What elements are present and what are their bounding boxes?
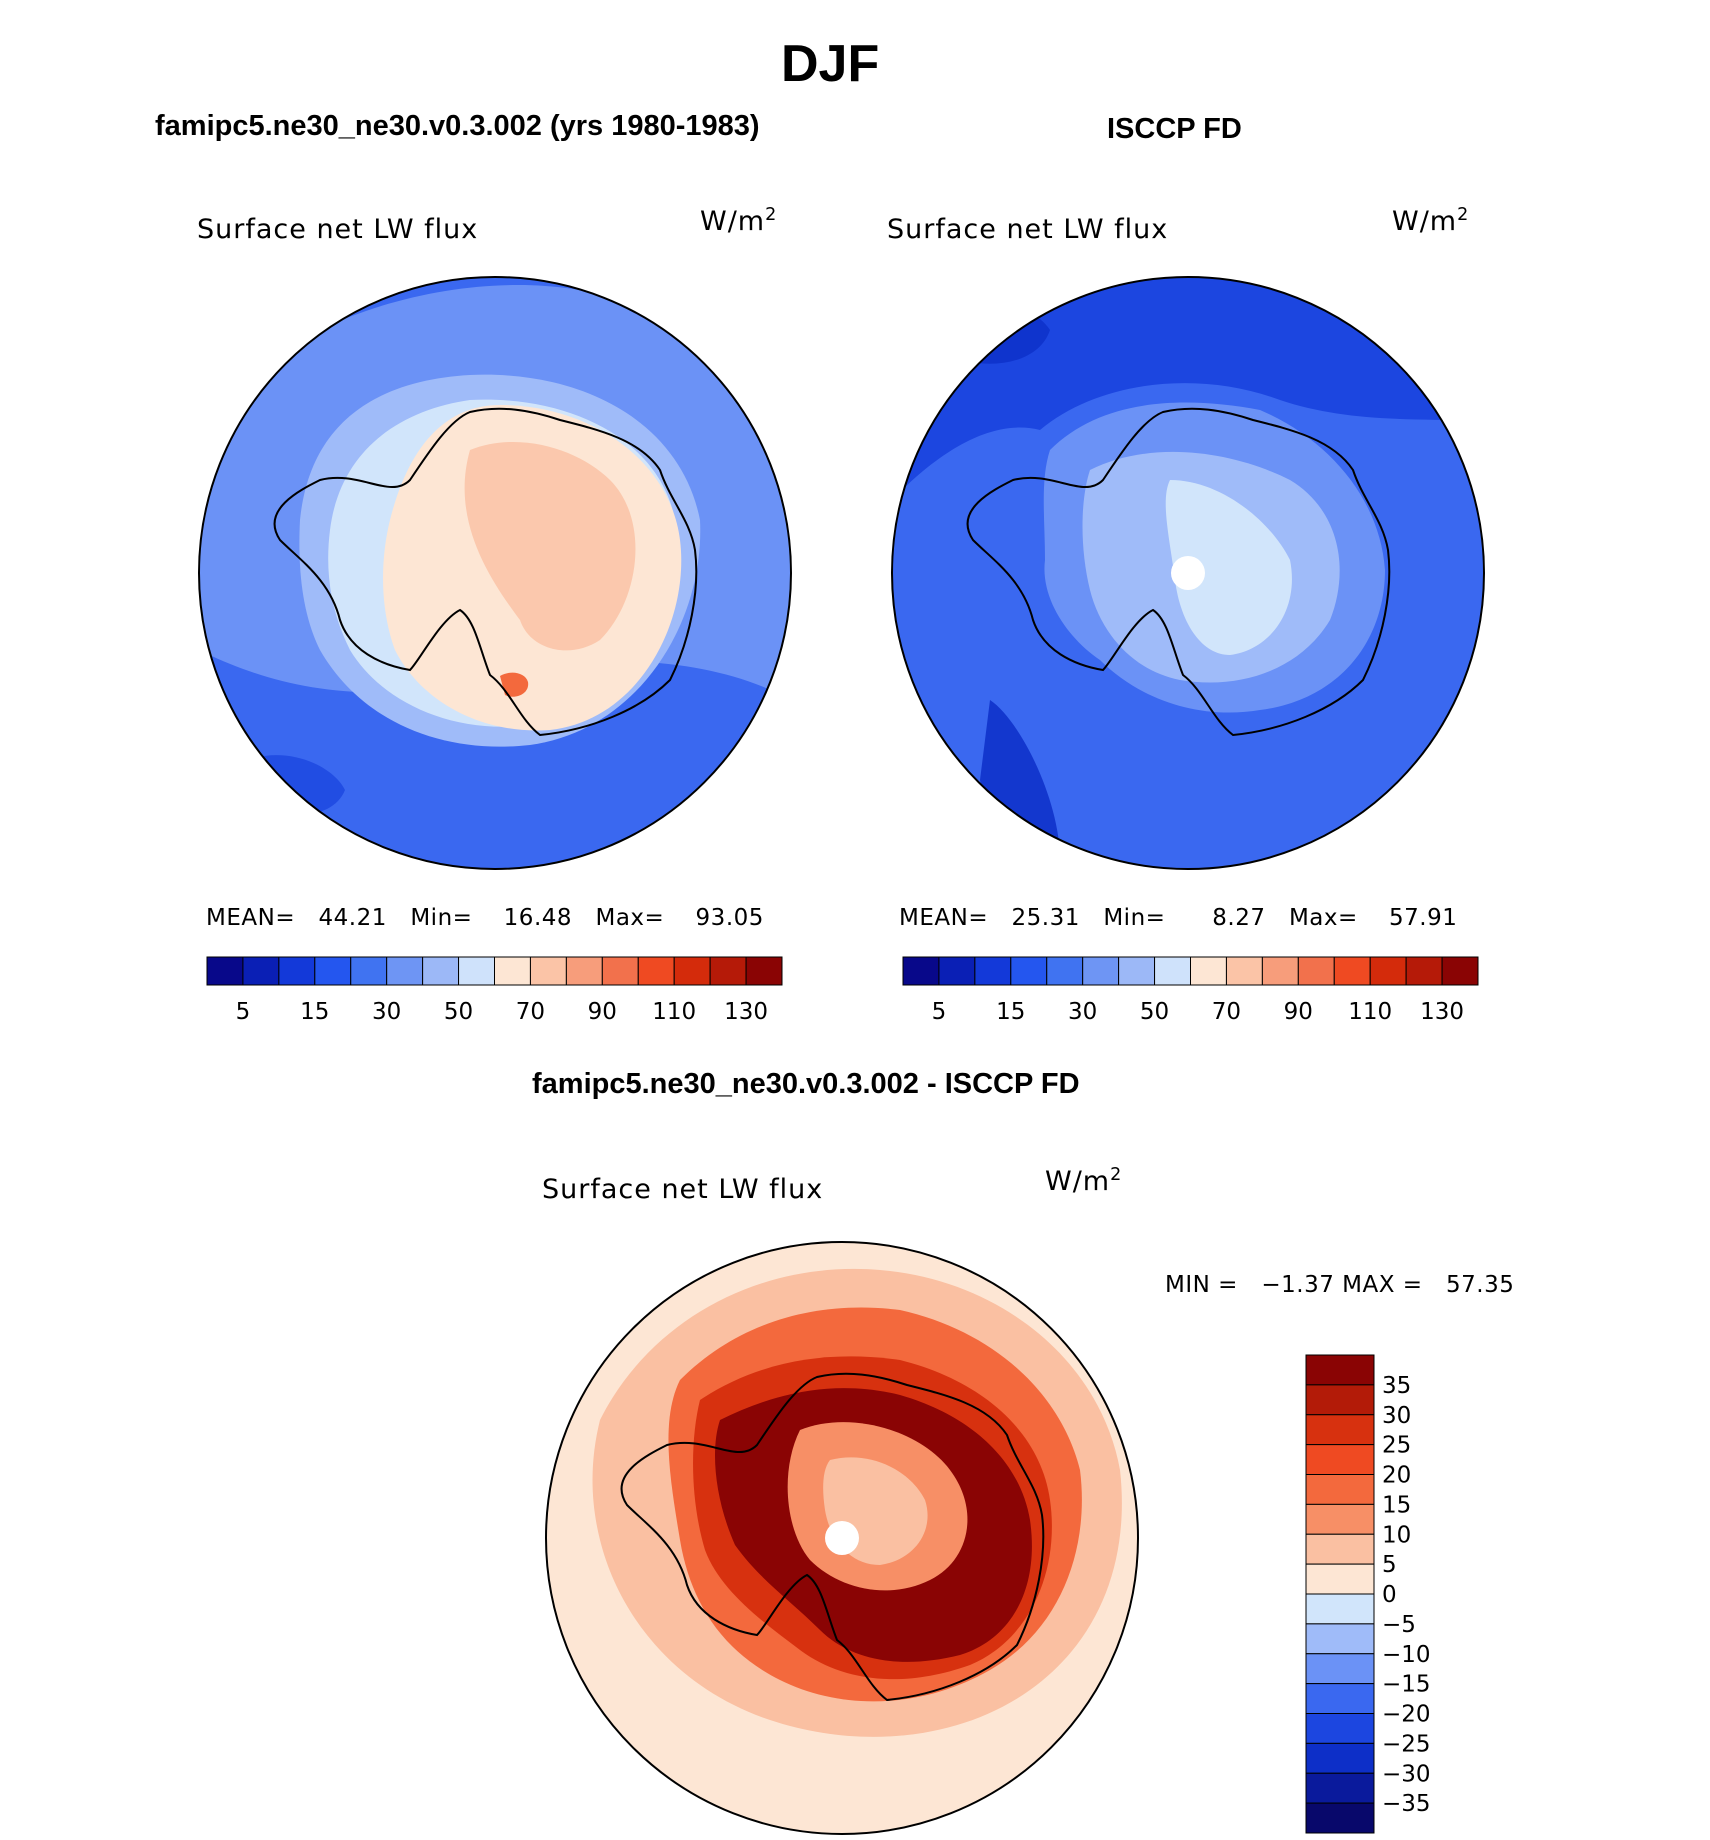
colorbar-swatch — [601, 956, 639, 986]
colorbar-swatch — [1305, 1802, 1375, 1834]
colorbar-swatch — [314, 956, 352, 986]
colorbar-swatch — [1305, 1533, 1375, 1565]
colorbar-tick-label: 70 — [1212, 999, 1241, 1025]
colorbar-swatch — [1046, 956, 1084, 986]
colorbar-tick-label: 25 — [1382, 1433, 1411, 1459]
colorbar-tick-label: 15 — [300, 999, 329, 1025]
panel-model-stats: MEAN= 44.21 Min= 16.48 Max= 93.05 — [206, 905, 764, 931]
colorbar-tick-label: 5 — [1382, 1552, 1397, 1578]
colorbar-swatch — [422, 956, 460, 986]
colorbar-swatch — [1154, 956, 1191, 986]
panel-obs-unit: W/m2 — [1392, 205, 1470, 237]
colorbar-tick-label: 30 — [1382, 1403, 1411, 1429]
panel-model-variable: Surface net LW flux — [197, 214, 479, 245]
colorbar-swatch — [1225, 956, 1263, 986]
colorbar-swatch — [458, 956, 495, 986]
colorbar-swatch — [1369, 956, 1407, 986]
colorbar-swatch — [1305, 1563, 1375, 1595]
colorbar-swatch — [637, 956, 675, 986]
colorbar-tick-label: 110 — [1348, 999, 1392, 1025]
colorbar-swatch — [565, 956, 603, 986]
colorbar-tick-label: 30 — [1068, 999, 1097, 1025]
colorbar-swatch — [386, 956, 424, 986]
colorbar-swatch — [1333, 956, 1371, 986]
colorbar-tick-label: 50 — [444, 999, 473, 1025]
map-obs — [891, 276, 1485, 870]
colorbar-tick-label: −20 — [1382, 1702, 1431, 1728]
colorbar-tick-label: −25 — [1382, 1731, 1431, 1757]
colorbar-tick-label: 35 — [1382, 1373, 1411, 1399]
colorbar-swatch — [529, 956, 567, 986]
panel-diff-unit: W/m2 — [1045, 1165, 1123, 1197]
colorbar-swatch — [709, 956, 747, 986]
colorbar-swatch — [1305, 1384, 1375, 1416]
colorbar-swatch — [1405, 956, 1443, 986]
map-model — [198, 276, 792, 870]
colorbar-swatch — [1305, 1503, 1375, 1535]
colorbar-swatch — [938, 956, 976, 986]
colorbar-tick-label: 70 — [516, 999, 545, 1025]
colorbar-swatch — [494, 956, 531, 986]
colorbar-swatch — [1305, 1623, 1375, 1655]
colorbar-tick-label: 15 — [996, 999, 1025, 1025]
panel-diff-stats: MIN = −1.37 MAX = 57.35 — [1165, 1272, 1515, 1298]
colorbar-obs: 5 15 30 50 70 90 110 130 — [902, 956, 1479, 1025]
colorbar-tick-label: 20 — [1382, 1463, 1411, 1489]
panel-diff-variable: Surface net LW flux — [542, 1174, 824, 1205]
colorbar-swatch — [1305, 1683, 1375, 1714]
colorbar-swatch — [278, 956, 316, 986]
colorbar-tick-label: 130 — [1420, 999, 1464, 1025]
colorbar-tick-label: 30 — [372, 999, 401, 1025]
colorbar-swatch — [974, 956, 1012, 986]
colorbar-tick-label: −10 — [1382, 1642, 1431, 1668]
map-diff — [545, 1241, 1139, 1835]
colorbar-swatch — [1082, 956, 1120, 986]
colorbar-tick-label: 110 — [652, 999, 696, 1025]
colorbar-swatch — [1305, 1414, 1375, 1446]
colorbar-swatch — [1118, 956, 1156, 986]
colorbar-swatch — [1441, 956, 1479, 986]
colorbar-tick-label: 130 — [724, 999, 768, 1025]
colorbar-tick-label: 0 — [1382, 1582, 1397, 1608]
panel-model-subtitle: famipc5.ne30_ne30.v0.3.002 (yrs 1980-198… — [155, 110, 760, 142]
colorbar-swatch — [1297, 956, 1335, 986]
colorbar-tick-label: 5 — [932, 999, 947, 1025]
colorbar-swatch — [1305, 1772, 1375, 1804]
panel-model-unit: W/m2 — [700, 205, 778, 237]
colorbar-swatch — [1305, 1354, 1375, 1386]
colorbar-swatch — [1305, 1713, 1375, 1744]
colorbar-swatch — [1305, 1474, 1375, 1505]
figure-title: DJF — [781, 35, 880, 93]
colorbar-tick-label: 90 — [1284, 999, 1313, 1025]
colorbar-swatch — [242, 956, 280, 986]
colorbar-tick-label: 10 — [1382, 1522, 1411, 1548]
colorbar-swatch — [902, 956, 940, 986]
panel-obs-subtitle: ISCCP FD — [1107, 113, 1242, 145]
colorbar-swatch — [673, 956, 711, 986]
colorbar-tick-label: −5 — [1382, 1612, 1416, 1638]
colorbar-swatch — [1190, 956, 1227, 986]
colorbar-swatch — [1305, 1593, 1375, 1625]
colorbar-swatch — [350, 956, 388, 986]
colorbar-swatch — [1010, 956, 1048, 986]
panel-obs-variable: Surface net LW flux — [887, 214, 1169, 245]
colorbar-tick-label: 90 — [588, 999, 617, 1025]
colorbar-swatch — [206, 956, 244, 986]
colorbar-tick-label: 50 — [1140, 999, 1169, 1025]
colorbar-tick-label: 5 — [236, 999, 251, 1025]
colorbar-tick-label: −30 — [1382, 1761, 1431, 1787]
colorbar-swatch — [1305, 1742, 1375, 1774]
colorbar-tick-label: −15 — [1382, 1672, 1431, 1698]
colorbar-swatch — [1305, 1444, 1375, 1475]
colorbar-swatch — [1261, 956, 1299, 986]
colorbar-diff: 35 30 25 20 15 10 5 0 −5 −10 −15 −20 −25 −30 −35 — [1305, 1354, 1431, 1834]
colorbar-tick-label: −35 — [1382, 1791, 1431, 1817]
colorbar-swatch — [1305, 1653, 1375, 1685]
colorbar-tick-label: 15 — [1382, 1492, 1411, 1518]
panel-diff-subtitle: famipc5.ne30_ne30.v0.3.002 - ISCCP FD — [532, 1068, 1080, 1100]
colorbar-model: 5 15 30 50 70 90 110 130 — [206, 956, 783, 1025]
panel-obs-stats: MEAN= 25.31 Min= 8.27 Max= 57.91 — [899, 905, 1458, 931]
colorbar-swatch — [745, 956, 783, 986]
